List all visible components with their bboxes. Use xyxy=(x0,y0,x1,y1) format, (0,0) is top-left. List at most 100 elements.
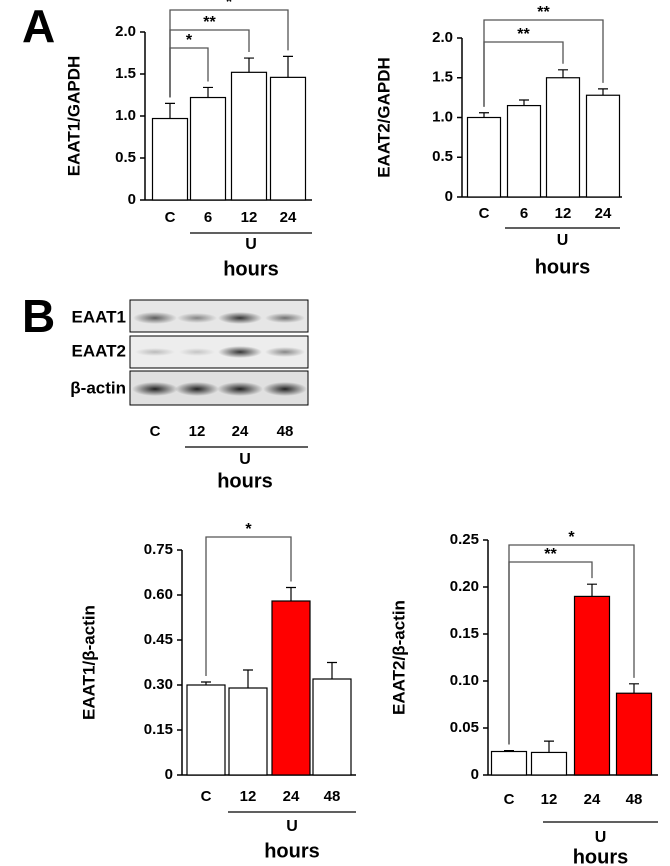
group-label: U xyxy=(595,829,607,846)
x-tick-label: 12 xyxy=(555,205,572,222)
band xyxy=(265,347,305,357)
lane-label: 48 xyxy=(277,423,294,440)
error-bar xyxy=(327,661,337,679)
significance-bracket xyxy=(508,544,635,745)
significance-label: * xyxy=(568,529,575,546)
significance-label: ** xyxy=(517,26,530,43)
x-tick-label: 24 xyxy=(595,205,612,222)
x-tick-label: 6 xyxy=(520,205,528,222)
y-tick-label: 1.5 xyxy=(115,65,136,82)
y-tick-label: 1.5 xyxy=(432,69,453,86)
blot-row-label: EAAT1 xyxy=(72,307,126,326)
x-tick-label: 24 xyxy=(584,791,601,808)
x-tick-label: 12 xyxy=(241,209,258,226)
lane-label: 24 xyxy=(232,423,249,440)
error-bar xyxy=(504,749,514,752)
error-bar xyxy=(558,69,568,78)
bar xyxy=(615,692,653,776)
y-tick-label: 0 xyxy=(445,188,453,205)
panel-label: A xyxy=(22,0,55,52)
error-bar xyxy=(203,86,213,98)
band xyxy=(175,382,219,396)
x-axis-label: hours xyxy=(264,840,320,862)
significance-bracket xyxy=(508,561,593,745)
western-blot: EAAT1 EAAT2 β-actin C 12 24 48 U hours xyxy=(70,299,309,492)
error-bar xyxy=(243,669,253,688)
error-bar xyxy=(479,112,489,118)
x-tick-label: C xyxy=(479,205,490,222)
blot-row-label: EAAT2 xyxy=(72,341,126,360)
band xyxy=(177,313,217,323)
x-tick-label: 12 xyxy=(240,788,257,805)
y-tick-label: 1.0 xyxy=(432,108,453,125)
y-tick-label: 0 xyxy=(128,191,136,208)
y-tick-label: 0.30 xyxy=(144,676,173,693)
lane-label: 12 xyxy=(189,423,206,440)
blot-row-label: β-actin xyxy=(70,378,126,397)
panel-label: B xyxy=(22,290,55,342)
error-bar xyxy=(629,683,639,694)
y-axis-label: EAAT2/β-actin xyxy=(389,600,408,715)
band xyxy=(135,348,175,356)
y-tick-label: 2.0 xyxy=(432,29,453,46)
bar xyxy=(228,687,268,776)
x-tick-label: C xyxy=(165,209,176,226)
group-label: U xyxy=(286,818,298,835)
group-label: U xyxy=(239,451,251,468)
error-bar xyxy=(201,681,211,685)
y-tick-label: 0.25 xyxy=(450,531,479,548)
x-tick-label: 48 xyxy=(324,788,341,805)
bar xyxy=(530,751,568,776)
bar xyxy=(271,600,311,776)
x-tick-label: 24 xyxy=(283,788,300,805)
significance-label: * xyxy=(226,0,233,11)
x-tick-label: 48 xyxy=(626,791,643,808)
y-tick-label: 1.0 xyxy=(115,107,136,124)
y-axis-label: EAAT1/β-actin xyxy=(79,605,98,720)
lane-label: C xyxy=(150,423,161,440)
band xyxy=(132,382,178,396)
y-tick-label: 0.15 xyxy=(144,721,173,738)
x-axis-label: hours xyxy=(217,470,273,492)
x-axis-label: hours xyxy=(223,258,279,280)
y-tick-label: 0.75 xyxy=(144,541,173,558)
y-axis-label: EAAT1/GAPDH xyxy=(64,56,83,177)
bar xyxy=(312,678,352,776)
band xyxy=(218,346,262,358)
significance-bracket xyxy=(205,536,292,676)
bar xyxy=(151,117,189,201)
significance-bracket xyxy=(169,47,209,98)
y-tick-label: 0.20 xyxy=(450,578,479,595)
error-bar xyxy=(587,583,597,597)
x-tick-label: 24 xyxy=(280,209,297,226)
y-tick-label: 0.15 xyxy=(450,625,479,642)
x-tick-label: 6 xyxy=(204,209,212,226)
significance-label: ** xyxy=(537,4,550,21)
y-tick-label: 0.05 xyxy=(450,719,479,736)
significance-bracket xyxy=(169,9,289,98)
bar xyxy=(186,684,226,776)
error-bar xyxy=(519,99,529,106)
x-tick-label: C xyxy=(201,788,212,805)
band xyxy=(133,312,177,324)
y-tick-label: 0.60 xyxy=(144,586,173,603)
y-tick-label: 0.10 xyxy=(450,672,479,689)
y-axis-label: EAAT2/GAPDH xyxy=(374,57,393,178)
x-tick-label: C xyxy=(504,791,515,808)
x-tick-label: 12 xyxy=(541,791,558,808)
x-axis-label: hours xyxy=(573,846,629,866)
error-bar xyxy=(165,102,175,119)
y-tick-label: 0 xyxy=(471,766,479,783)
band xyxy=(179,348,215,356)
band xyxy=(217,382,263,396)
y-tick-label: 0 xyxy=(165,766,173,783)
group-label: U xyxy=(245,236,257,253)
significance-label: * xyxy=(245,521,252,538)
bar xyxy=(466,116,502,198)
significance-label: * xyxy=(186,32,193,49)
error-bar xyxy=(598,88,608,96)
bar xyxy=(189,96,227,201)
significance-label: ** xyxy=(544,546,557,563)
band xyxy=(218,312,262,324)
